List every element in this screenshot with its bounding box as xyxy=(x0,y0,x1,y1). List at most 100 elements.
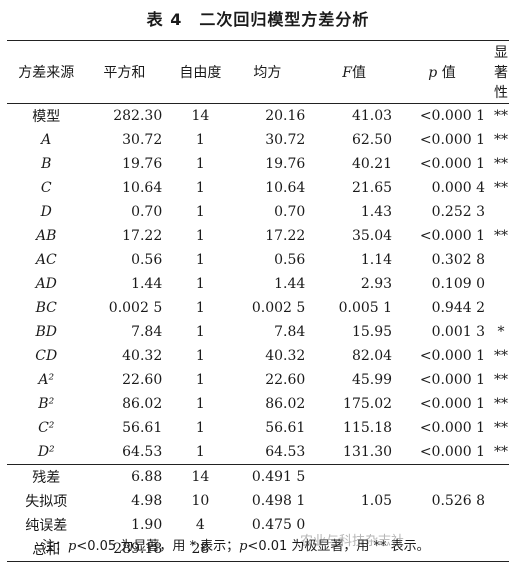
table-row: BC 0.002 5 1 0.002 5 0.005 1 0.944 2 xyxy=(7,296,509,320)
cell-f: 175.02 xyxy=(343,396,393,412)
cell-sig: ** xyxy=(494,132,508,148)
cell-ms: 17.22 xyxy=(265,228,306,244)
cell-source: 残差 xyxy=(7,464,86,489)
cell-p: 0.001 3 xyxy=(431,324,485,340)
cell-source: 总和 xyxy=(7,537,86,562)
cell-ms: 0.56 xyxy=(274,252,306,268)
table-row: D 0.70 1 0.70 1.43 0.252 3 xyxy=(7,200,509,224)
cell-sig xyxy=(493,513,509,537)
cell-source: AD xyxy=(35,276,57,292)
table-row: AD 1.44 1 1.44 2.93 0.109 0 xyxy=(7,272,509,296)
cell-df: 1 xyxy=(195,420,205,436)
cell-ms: 0.491 5 xyxy=(228,464,316,489)
cell-f: 0.005 1 xyxy=(338,300,393,316)
cell-source: C² xyxy=(38,420,55,436)
table-row: 总和 289.18 28 xyxy=(7,537,509,562)
cell-p: <0.000 1 xyxy=(419,372,485,388)
cell-df: 1 xyxy=(195,276,205,292)
cell-ss: 1.44 xyxy=(131,276,163,292)
table-row: 模型 282.30 14 20.16 41.03 <0.000 1 ** xyxy=(7,104,509,129)
cell-ss: 1.90 xyxy=(131,517,163,533)
table-row: D² 64.53 1 64.53 131.30 <0.000 1 ** xyxy=(7,440,509,465)
table-row: 失拟项 4.98 10 0.498 1 1.05 0.526 8 xyxy=(7,489,509,513)
cell-p: <0.000 1 xyxy=(419,228,485,244)
cell-f: 82.04 xyxy=(351,348,393,364)
cell-ms: 30.72 xyxy=(265,132,306,148)
cell-p: 0.944 2 xyxy=(431,300,485,316)
cell-source: B² xyxy=(38,396,55,412)
cell-p: <0.000 1 xyxy=(419,420,485,436)
header-significance: 显著性 xyxy=(493,40,509,104)
header-p-value: p 值 xyxy=(398,40,493,104)
footnote-text-2: <0.01 为极显著，用 ** 表示。 xyxy=(247,539,430,554)
cell-sig: ** xyxy=(494,156,508,172)
cell-ms: 22.60 xyxy=(265,372,306,388)
table-row: 残差 6.88 14 0.491 5 xyxy=(7,464,509,489)
cell-p: 0.526 8 xyxy=(431,493,485,509)
cell-ms: 0.70 xyxy=(274,204,306,220)
anova-table: 方差来源 平方和 自由度 均方 F值 p 值 显著性 模型 282.30 14 20.… xyxy=(7,40,509,562)
cell-f: 115.18 xyxy=(343,420,393,436)
header-f-suffix: 值 xyxy=(352,65,367,81)
cell-sig: ** xyxy=(494,348,508,364)
header-source: 方差来源 xyxy=(7,40,86,104)
cell-source: A² xyxy=(38,372,55,388)
cell-df: 28 xyxy=(172,537,229,562)
cell-ms: 86.02 xyxy=(265,396,306,412)
table-row: A 30.72 1 30.72 62.50 <0.000 1 ** xyxy=(7,128,509,152)
cell-p xyxy=(398,464,493,489)
cell-f: 2.93 xyxy=(360,276,393,292)
cell-p: 0.302 8 xyxy=(431,252,485,268)
footnote-text-1: <0.05 为显著，用 * 表示； xyxy=(76,539,240,554)
cell-sig xyxy=(493,248,509,272)
cell-f: 131.30 xyxy=(343,444,393,460)
cell-p xyxy=(398,537,493,562)
header-degrees-of-freedom: 自由度 xyxy=(172,40,229,104)
cell-ss: 86.02 xyxy=(122,396,163,412)
cell-ss: 0.002 5 xyxy=(108,300,163,316)
footnote-prefix: 注： xyxy=(42,539,69,554)
cell-df: 1 xyxy=(195,156,205,172)
cell-f: 1.43 xyxy=(360,204,393,220)
cell-ss: 0.56 xyxy=(131,252,163,268)
table-row: B 19.76 1 19.76 40.21 <0.000 1 ** xyxy=(7,152,509,176)
cell-df: 1 xyxy=(195,204,205,220)
cell-source: 纯误差 xyxy=(25,518,68,534)
cell-f: 41.03 xyxy=(351,108,393,124)
cell-df: 1 xyxy=(195,444,205,460)
cell-sig: ** xyxy=(494,372,508,388)
header-f-value: F值 xyxy=(315,40,399,104)
header-sum-of-squares: 平方和 xyxy=(85,40,173,104)
cell-sig: ** xyxy=(494,420,508,436)
cell-ss: 10.64 xyxy=(122,180,163,196)
watermark: 农业与科技杂志社 xyxy=(300,534,405,549)
table-row: C² 56.61 1 56.61 115.18 <0.000 1 ** xyxy=(7,416,509,440)
cell-source: BD xyxy=(35,324,57,340)
cell-df: 1 xyxy=(195,132,205,148)
cell-ss: 30.72 xyxy=(122,132,163,148)
cell-p: <0.000 1 xyxy=(419,348,485,364)
table-row: B² 86.02 1 86.02 175.02 <0.000 1 ** xyxy=(7,392,509,416)
cell-sig xyxy=(493,537,509,562)
cell-ss: 19.76 xyxy=(122,156,163,172)
cell-df: 1 xyxy=(195,228,205,244)
cell-source: CD xyxy=(35,348,58,364)
cell-source: 失拟项 xyxy=(25,494,68,510)
cell-sig: ** xyxy=(494,444,508,460)
cell-source: A xyxy=(41,132,52,148)
cell-f xyxy=(315,464,399,489)
cell-ms: 7.84 xyxy=(274,324,306,340)
table-header-row: 方差来源 平方和 自由度 均方 F值 p 值 显著性 xyxy=(7,40,509,104)
cell-df: 10 xyxy=(191,493,210,509)
cell-f: 15.95 xyxy=(351,324,393,340)
cell-f: 45.99 xyxy=(351,372,393,388)
cell-ms: 0.002 5 xyxy=(251,300,306,316)
cell-df: 14 xyxy=(191,108,210,124)
cell-sig xyxy=(493,464,509,489)
cell-sig: ** xyxy=(494,108,508,124)
cell-source: C xyxy=(40,180,52,196)
cell-p: <0.000 1 xyxy=(419,396,485,412)
cell-ss: 64.53 xyxy=(122,444,163,460)
cell-p: <0.000 1 xyxy=(419,132,485,148)
cell-source: 模型 xyxy=(32,109,61,125)
